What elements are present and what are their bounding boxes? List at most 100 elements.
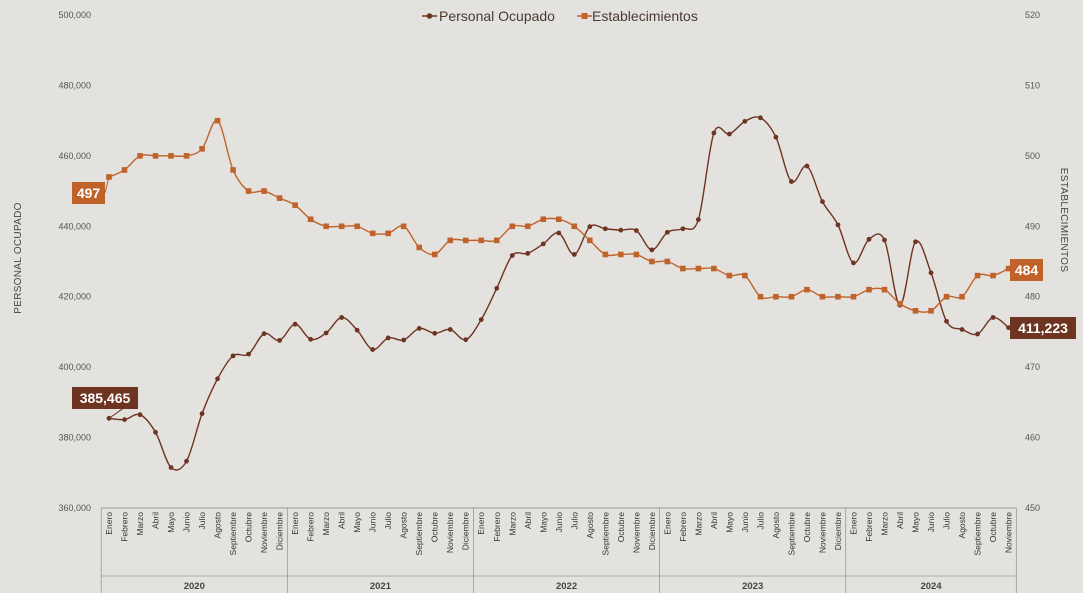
x-tick-label: Septiembre xyxy=(228,512,238,556)
point-establecimientos xyxy=(307,216,314,223)
point-personal xyxy=(137,412,143,418)
x-tick-label: Enero xyxy=(476,512,486,535)
point-personal xyxy=(633,228,639,233)
y-right-tick-label: 460 xyxy=(1025,433,1040,443)
y-right-tick-label: 480 xyxy=(1025,292,1040,302)
point-establecimientos xyxy=(369,230,376,237)
point-establecimientos xyxy=(695,265,702,272)
y-axis-right-title: ESTABLECIMIENTOS xyxy=(1058,168,1069,272)
x-tick-label: Enero xyxy=(104,512,114,535)
x-tick-label: Diciembre xyxy=(647,512,657,551)
x-tick-label: Enero xyxy=(848,512,858,535)
point-establecimientos xyxy=(974,272,981,279)
x-tick-label: Julio xyxy=(755,512,765,530)
x-tick-label: Mayo xyxy=(352,512,362,533)
x-year-label: 2020 xyxy=(184,581,205,592)
point-personal xyxy=(432,330,438,336)
point-establecimientos xyxy=(726,272,733,279)
point-personal xyxy=(401,337,407,343)
y-left-tick-label: 460,000 xyxy=(58,151,91,161)
x-tick-label: Abril xyxy=(523,512,533,529)
point-personal xyxy=(928,270,934,276)
callout-leader xyxy=(104,176,110,194)
x-tick-label: Junio xyxy=(182,512,192,533)
point-establecimientos xyxy=(137,153,143,159)
legend-label-establecimientos: Establecimientos xyxy=(592,8,698,24)
series-lines xyxy=(108,116,1010,471)
callout-box xyxy=(1010,259,1043,281)
x-tick-label: Marzo xyxy=(135,512,145,536)
point-establecimientos xyxy=(276,195,283,201)
x-tick-label: Enero xyxy=(290,512,300,535)
point-establecimientos xyxy=(431,251,438,258)
y-right-tick-label: 470 xyxy=(1025,362,1040,372)
point-establecimientos xyxy=(540,216,547,223)
point-establecimientos xyxy=(524,223,531,230)
point-personal xyxy=(804,163,810,169)
point-personal xyxy=(742,118,748,124)
point-establecimientos xyxy=(245,188,252,194)
x-tick-label: Mayo xyxy=(538,512,548,533)
point-personal xyxy=(990,315,996,320)
point-personal xyxy=(370,347,376,352)
callouts: 497 385,465 484 411,223 xyxy=(72,176,1076,419)
point-establecimientos xyxy=(943,293,950,300)
point-establecimientos xyxy=(990,272,996,279)
point-personal xyxy=(323,330,329,336)
callout-label: 497 xyxy=(77,185,101,201)
point-personal xyxy=(184,458,189,464)
y-right-tick-label: 520 xyxy=(1025,10,1040,20)
point-personal xyxy=(618,227,624,233)
x-tick-label: Mayo xyxy=(166,512,176,533)
x-tick-label: Agosto xyxy=(957,512,967,539)
x-year-label: 2023 xyxy=(742,581,763,592)
x-tick-label: Marzo xyxy=(321,512,331,536)
series-line-establecimientos xyxy=(108,119,1009,313)
point-establecimientos xyxy=(602,251,609,258)
point-establecimientos xyxy=(168,153,174,159)
point-personal xyxy=(215,376,220,382)
x-year-label: 2024 xyxy=(920,581,942,592)
x-tick-label: Mayo xyxy=(724,512,734,533)
series-line-personal xyxy=(108,116,1010,471)
y-left-tick-label: 420,000 xyxy=(58,292,91,302)
x-tick-label: Octubre xyxy=(988,512,998,543)
y-left-tick-label: 400,000 xyxy=(58,362,91,372)
point-personal xyxy=(711,130,717,136)
point-establecimientos xyxy=(928,308,934,314)
x-tick-label: Marzo xyxy=(880,512,890,536)
point-establecimientos xyxy=(462,237,469,244)
point-establecimientos xyxy=(881,286,888,293)
x-tick-label: Agosto xyxy=(399,512,409,539)
point-personal xyxy=(339,315,345,320)
point-personal xyxy=(556,230,562,236)
point-personal xyxy=(261,331,267,337)
point-establecimientos xyxy=(214,117,221,124)
y-right-tick-label: 450 xyxy=(1025,503,1040,513)
point-personal xyxy=(820,199,825,205)
point-personal xyxy=(602,226,608,232)
x-tick-label: Julio xyxy=(383,512,393,530)
point-establecimientos xyxy=(757,293,764,300)
x-tick-label: Diciembre xyxy=(461,512,471,551)
x-tick-label: Octubre xyxy=(244,512,254,543)
x-tick-label: Septiembre xyxy=(600,512,610,556)
x-tick-label: Noviembre xyxy=(631,512,641,553)
point-personal xyxy=(230,353,236,359)
series-points xyxy=(106,115,1012,470)
point-personal xyxy=(292,321,298,327)
point-establecimientos xyxy=(633,251,640,258)
point-establecimientos xyxy=(835,293,841,300)
x-tick-label: Abril xyxy=(709,512,719,529)
y-right-tick-label: 490 xyxy=(1025,221,1040,231)
point-personal xyxy=(835,222,841,228)
point-establecimientos xyxy=(618,251,624,258)
y-axis-right-ticks: 450 460 470 480 490 500 510 520 xyxy=(1025,10,1040,513)
point-establecimientos xyxy=(711,265,717,272)
x-tick-label: Octubre xyxy=(802,512,812,543)
point-establecimientos xyxy=(338,223,345,230)
point-establecimientos xyxy=(478,237,485,244)
x-tick-label: Junio xyxy=(368,512,378,533)
x-tick-label: Octubre xyxy=(430,512,440,543)
point-establecimientos xyxy=(959,293,965,300)
